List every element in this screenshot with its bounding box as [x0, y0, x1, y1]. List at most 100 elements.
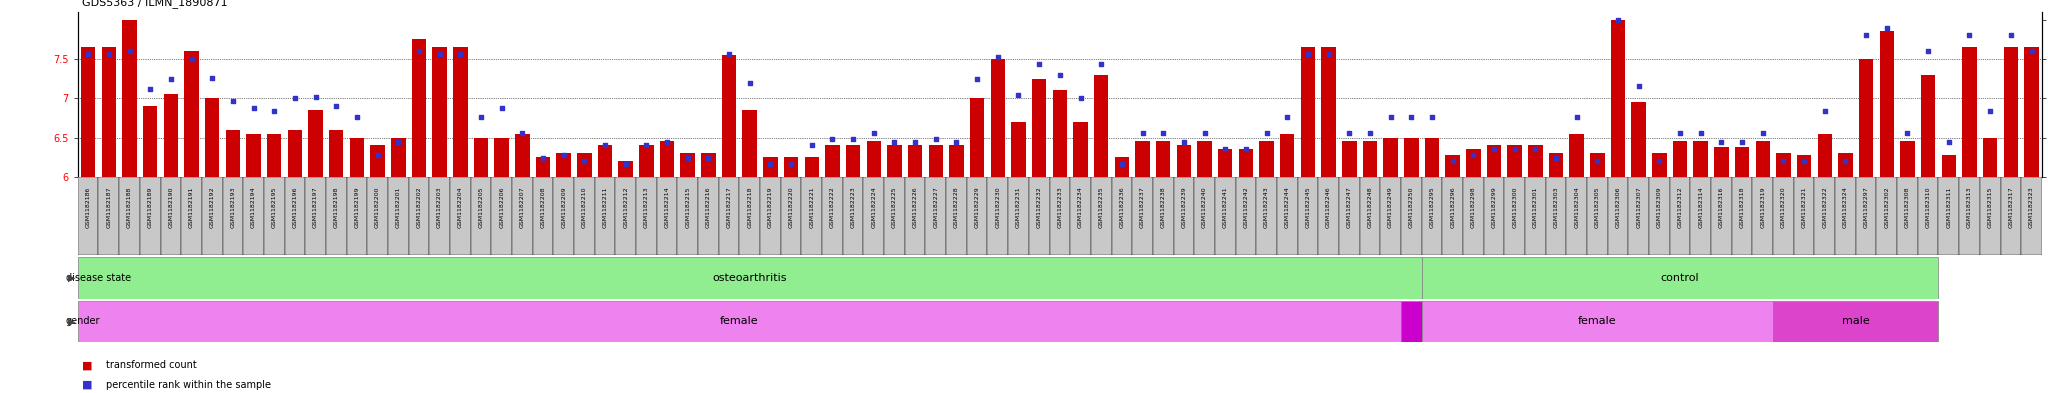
Text: GSM1182216: GSM1182216: [707, 186, 711, 228]
Bar: [1653, 153, 1667, 177]
Text: GSM1182214: GSM1182214: [664, 186, 670, 228]
Text: GSM1182296: GSM1182296: [1450, 186, 1456, 228]
Bar: [2021, 177, 2042, 255]
Bar: [598, 145, 612, 177]
Point: [1870, 24, 1903, 31]
Bar: [1855, 177, 1876, 255]
Bar: [1112, 177, 1133, 255]
Bar: [926, 177, 946, 255]
Point: [1001, 92, 1034, 98]
Text: GSM1182207: GSM1182207: [520, 186, 524, 228]
Point: [1726, 139, 1759, 145]
Text: GSM1182238: GSM1182238: [1161, 186, 1165, 228]
Bar: [1446, 155, 1460, 177]
Point: [1581, 158, 1614, 164]
Text: GSM1182223: GSM1182223: [850, 186, 856, 228]
Bar: [1507, 145, 1522, 177]
Bar: [700, 153, 715, 177]
Point: [692, 155, 725, 161]
Point: [217, 98, 250, 105]
Point: [444, 51, 477, 57]
Bar: [1487, 145, 1501, 177]
Bar: [780, 177, 801, 255]
Bar: [2023, 47, 2038, 177]
Bar: [102, 47, 117, 177]
Text: GSM1182311: GSM1182311: [1946, 186, 1952, 228]
Text: GSM1182324: GSM1182324: [1843, 186, 1847, 228]
Bar: [1421, 301, 1774, 342]
Bar: [119, 177, 139, 255]
Point: [547, 152, 580, 158]
Text: GSM1182305: GSM1182305: [1595, 186, 1599, 228]
Bar: [78, 257, 1421, 299]
Bar: [1174, 177, 1194, 255]
Bar: [1669, 177, 1690, 255]
Bar: [844, 177, 864, 255]
Text: GSM1182232: GSM1182232: [1036, 186, 1042, 228]
Bar: [1921, 75, 1935, 177]
Text: GSM1182306: GSM1182306: [1616, 186, 1620, 228]
Bar: [678, 177, 698, 255]
Point: [713, 51, 745, 57]
Bar: [1587, 177, 1608, 255]
Point: [154, 76, 186, 83]
Bar: [471, 177, 492, 255]
Text: GSM1182317: GSM1182317: [2009, 186, 2013, 228]
Point: [672, 155, 705, 161]
Bar: [1362, 141, 1376, 177]
Bar: [1008, 177, 1028, 255]
Point: [1995, 32, 2028, 39]
Point: [899, 139, 932, 145]
Point: [1808, 108, 1841, 114]
Point: [1272, 114, 1305, 120]
Bar: [1735, 147, 1749, 177]
Bar: [410, 177, 430, 255]
Bar: [1796, 155, 1810, 177]
Bar: [1860, 59, 1874, 177]
Bar: [1694, 141, 1708, 177]
Text: GSM1182196: GSM1182196: [293, 186, 297, 228]
Text: GSM1182308: GSM1182308: [1905, 186, 1911, 228]
Bar: [639, 145, 653, 177]
Text: GSM1182211: GSM1182211: [602, 186, 608, 228]
Bar: [412, 39, 426, 177]
Text: GSM1182299: GSM1182299: [1491, 186, 1497, 228]
Text: GSM1182303: GSM1182303: [1554, 186, 1559, 228]
Bar: [991, 59, 1006, 177]
Point: [1540, 155, 1573, 161]
Point: [879, 139, 911, 145]
Text: GSM1182190: GSM1182190: [168, 186, 174, 228]
Point: [1042, 72, 1077, 78]
Point: [1642, 158, 1675, 164]
Point: [1106, 161, 1139, 167]
Bar: [1632, 102, 1647, 177]
Text: GSM1182307: GSM1182307: [1636, 186, 1640, 228]
Point: [424, 51, 457, 57]
Point: [1561, 114, 1593, 120]
Point: [238, 105, 270, 111]
Bar: [98, 177, 119, 255]
Point: [1706, 139, 1739, 145]
Text: GSM1182189: GSM1182189: [147, 186, 154, 228]
Bar: [123, 20, 137, 177]
Bar: [1733, 177, 1753, 255]
Bar: [1939, 177, 1960, 255]
Bar: [164, 94, 178, 177]
Text: GSM1182224: GSM1182224: [870, 186, 877, 228]
Bar: [1276, 177, 1298, 255]
Point: [465, 114, 498, 120]
Text: GSM1182234: GSM1182234: [1077, 186, 1083, 228]
Bar: [1135, 141, 1149, 177]
Point: [610, 161, 643, 167]
Bar: [1382, 138, 1399, 177]
Bar: [1421, 177, 1442, 255]
Text: GSM1182230: GSM1182230: [995, 186, 999, 228]
Point: [1022, 61, 1055, 67]
Point: [1292, 51, 1325, 57]
Bar: [1194, 177, 1214, 255]
Text: GSM1182316: GSM1182316: [1718, 186, 1724, 228]
Text: control: control: [1661, 273, 1700, 283]
Text: GSM1182221: GSM1182221: [809, 186, 815, 228]
Point: [940, 139, 973, 145]
Bar: [1012, 122, 1026, 177]
